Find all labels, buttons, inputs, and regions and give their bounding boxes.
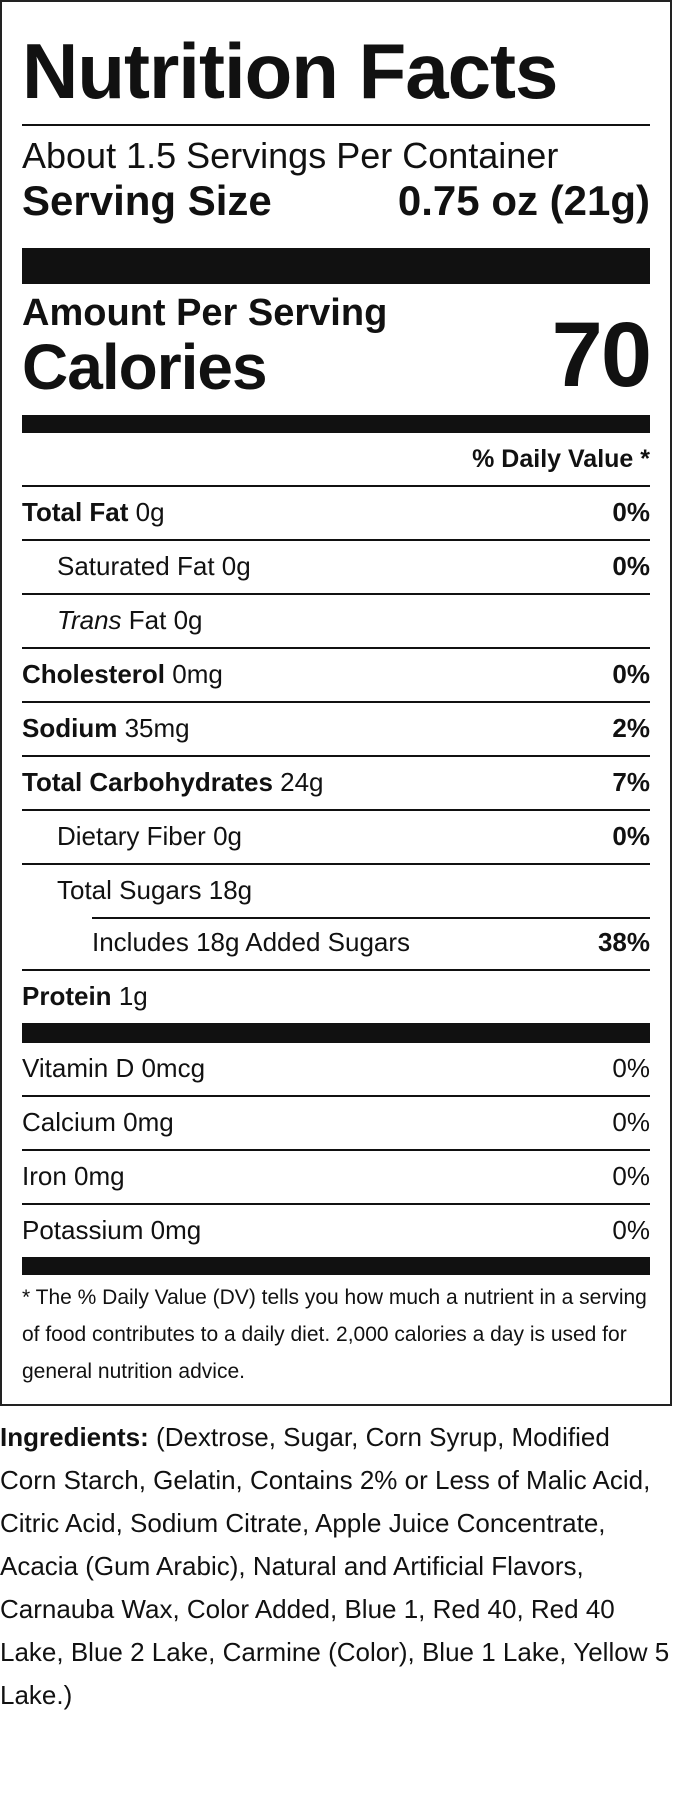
vitamin-row-iron: Iron 0mg 0%	[22, 1148, 650, 1203]
daily-value-footnote: * The % Daily Value (DV) tells you how m…	[22, 1285, 647, 1383]
footnote-divider-bar	[22, 1256, 650, 1275]
nutrient-dv: 7%	[612, 767, 650, 798]
vitamin-text: Iron 0mg	[22, 1161, 125, 1192]
vitamin-text: Calcium 0mg	[22, 1107, 174, 1138]
vitamin-dv: 0%	[612, 1215, 650, 1246]
servings-per-container: About 1.5 Servings Per Container	[22, 135, 559, 176]
ingredients-label: Ingredients:	[0, 1422, 149, 1452]
vitamin-dv: 0%	[612, 1161, 650, 1192]
nutrient-dv: 0%	[612, 659, 650, 690]
nutrient-dv: 38%	[597, 927, 650, 958]
ingredients-text: (Dextrose, Sugar, Corn Syrup, Modified C…	[0, 1422, 670, 1710]
ingredients-paragraph: Ingredients: (Dextrose, Sugar, Corn Syru…	[0, 1416, 672, 1717]
nutrient-name: Total Sugars	[57, 875, 202, 906]
nutrient-name: Trans	[57, 605, 122, 636]
nutrient-name: Total Carbohydrates	[22, 767, 273, 798]
calories-value: 70	[551, 303, 652, 406]
vitamins-divider-bar	[22, 1022, 650, 1043]
nutrition-facts-label: Nutrition Facts About 1.5 Servings Per C…	[0, 0, 672, 1406]
daily-value-header: % Daily Value *	[472, 444, 650, 473]
calories-divider-bar	[22, 414, 650, 433]
nutrient-row-total-carbohydrates: Total Carbohydrates 24g 7%	[22, 754, 650, 809]
nutrient-text: Includes 18g Added Sugars	[92, 927, 411, 958]
nutrient-amount: 1g	[118, 981, 148, 1012]
nutrient-row-sodium: Sodium 35mg 2%	[22, 700, 650, 755]
vitamin-row-potassium: Potassium 0mg 0%	[22, 1202, 650, 1257]
nutrient-amount: 0g	[135, 497, 165, 528]
nutrient-row-dietary-fiber: Dietary Fiber 0g 0%	[22, 808, 650, 863]
vitamin-row-calcium: Calcium 0mg 0%	[22, 1094, 650, 1149]
nutrient-dv: 0%	[612, 821, 650, 852]
nutrient-dv: 0%	[612, 497, 650, 528]
serving-size-row: Serving Size 0.75 oz (21g)	[22, 176, 650, 224]
nutrient-name: Dietary Fiber	[57, 821, 206, 852]
nutrient-dv: 0%	[612, 551, 650, 582]
vitamin-text: Potassium 0mg	[22, 1215, 202, 1246]
added-sugars-divider	[92, 916, 650, 919]
nutrient-amount: 0mg	[172, 659, 223, 690]
nutrient-row-protein: Protein 1g	[22, 968, 650, 1023]
nutrient-amount: 18g	[208, 875, 253, 906]
nutrient-amount: 35mg	[124, 713, 190, 744]
serving-divider-bar	[22, 247, 650, 284]
nutrient-row-total-sugars: Total Sugars 18g	[22, 862, 650, 917]
nutrient-row-trans-fat: Trans Fat 0g	[22, 592, 650, 647]
nutrient-row-added-sugars: Includes 18g Added Sugars 38%	[22, 916, 650, 969]
nutrient-row-saturated-fat: Saturated Fat 0g 0%	[22, 538, 650, 593]
vitamin-row-vitamin-d: Vitamin D 0mcg 0%	[22, 1043, 650, 1095]
nutrient-amount: 0g	[221, 551, 251, 582]
label-title: Nutrition Facts	[22, 27, 558, 115]
vitamin-dv: 0%	[612, 1053, 650, 1084]
nutrient-name: Cholesterol	[22, 659, 166, 690]
nutrient-amount: 0g	[213, 821, 242, 852]
serving-size-label: Serving Size	[22, 176, 272, 224]
nutrient-amount: 24g	[280, 767, 324, 798]
vitamin-text: Vitamin D 0mcg	[22, 1053, 206, 1084]
nutrient-row-total-fat: Total Fat 0g 0%	[22, 484, 650, 539]
nutrient-name: Protein	[22, 981, 112, 1012]
nutrient-name: Sodium	[22, 713, 118, 744]
title-divider	[22, 124, 650, 126]
nutrient-row-cholesterol: Cholesterol 0mg 0%	[22, 646, 650, 701]
nutrient-name-suffix: Fat	[128, 605, 167, 636]
nutrient-amount: 0g	[173, 605, 203, 636]
nutrient-dv: 2%	[612, 713, 650, 744]
serving-size-value: 0.75 oz (21g)	[397, 176, 650, 224]
amount-per-serving-label: Amount Per Serving	[22, 291, 388, 334]
calories-row: Amount Per Serving Calories 70	[22, 291, 652, 406]
vitamin-dv: 0%	[612, 1107, 650, 1138]
calories-label: Calories	[22, 330, 268, 403]
nutrient-name: Saturated Fat	[57, 551, 215, 582]
nutrient-name: Total Fat	[22, 497, 129, 528]
